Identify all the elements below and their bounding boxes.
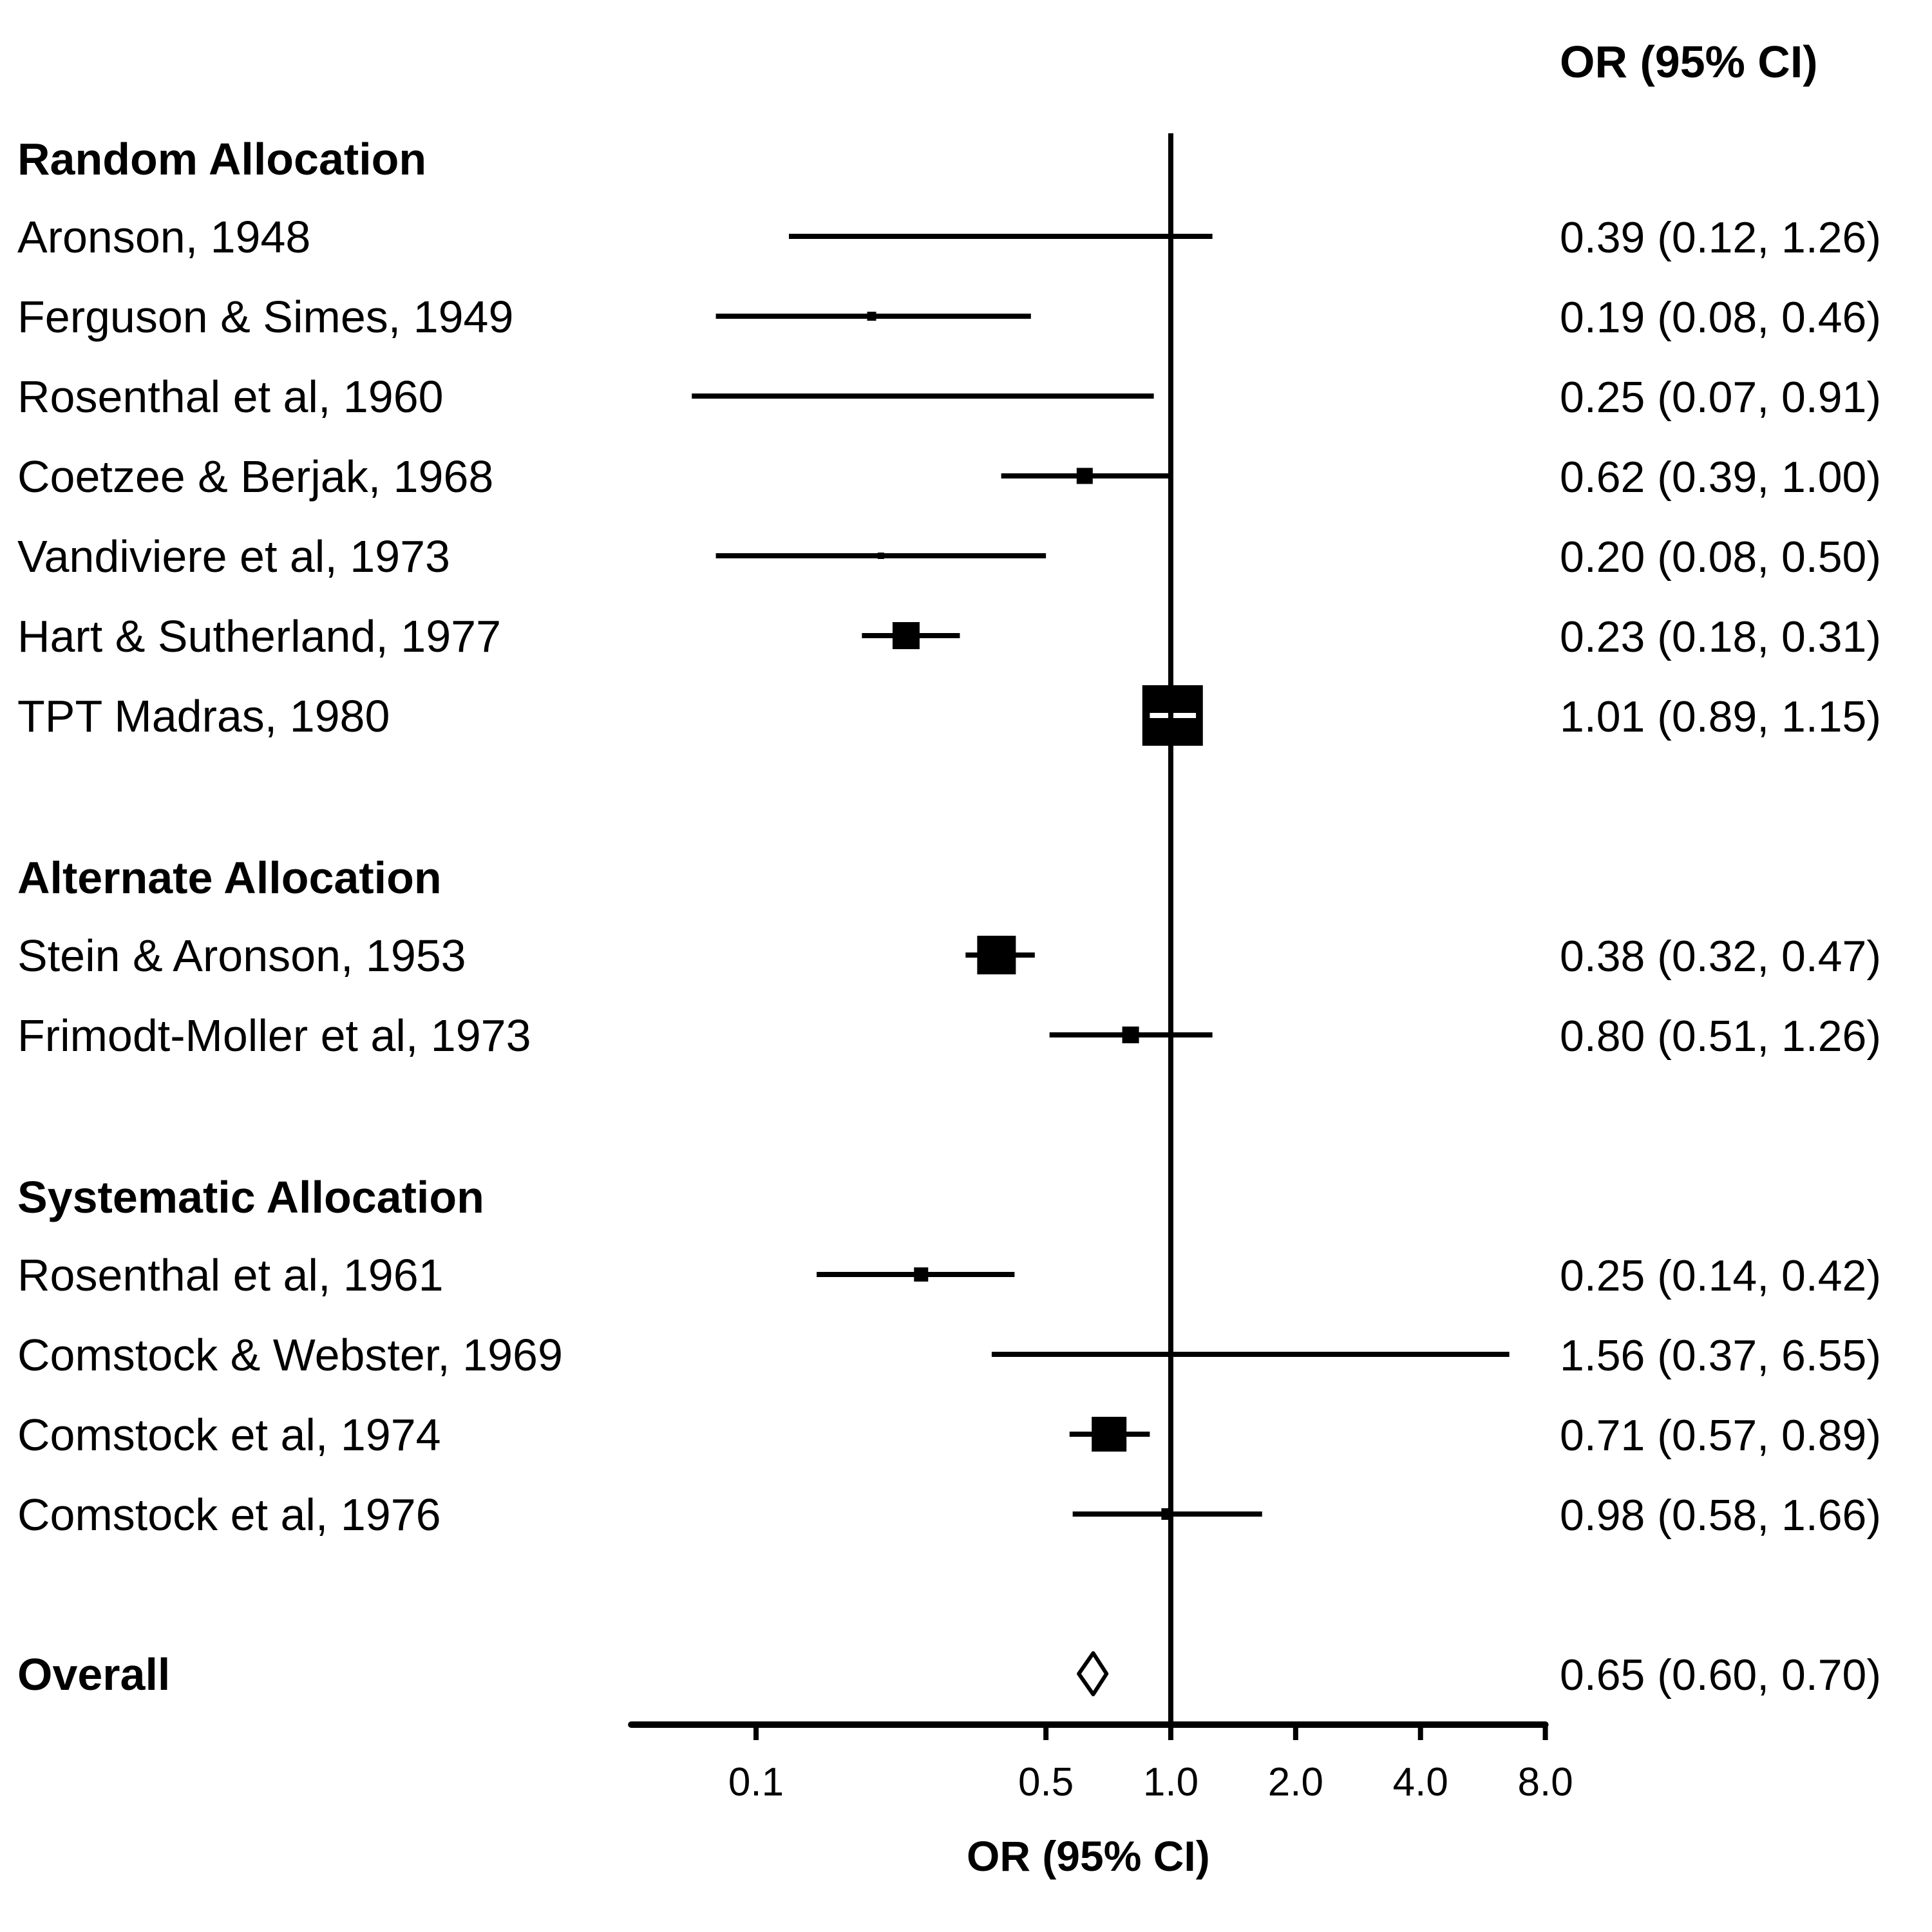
study-row: Rosenthal et al, 1961 0.25 (0.14, 0.42) [17,1250,1881,1300]
point-estimate-square [1076,468,1093,484]
point-estimate-square [914,1267,929,1282]
study-label: Rosenthal et al, 1961 [17,1250,444,1300]
study-row: Aronson, 1948 0.39 (0.12, 1.26) [17,212,1881,262]
header-row: Random Allocation [17,134,426,184]
study-row: Vandiviere et al, 1973 0.20 (0.08, 0.50) [17,531,1881,582]
study-row: TPT Madras, 1980 1.01 (0.89, 1.15) [17,685,1881,746]
study-label: Comstock & Webster, 1969 [17,1330,563,1380]
study-row: Hart & Sutherland, 1977 0.23 (0.18, 0.31) [17,611,1881,661]
study-label: Comstock et al, 1974 [17,1410,441,1460]
study-label: Frimodt-Moller et al, 1973 [17,1010,531,1061]
x-tick-label: 8.0 [1517,1760,1573,1804]
study-row: Comstock et al, 1976 0.98 (0.58, 1.66) [17,1490,1881,1540]
overall-label: Overall [17,1649,170,1700]
study-label: Hart & Sutherland, 1977 [17,611,501,661]
study-label: Ferguson & Simes, 1949 [17,292,513,342]
column-header: OR (95% CI) [1560,37,1818,87]
point-estimate-square [1122,1027,1139,1043]
study-label: Vandiviere et al, 1973 [17,531,450,582]
x-tick-label: 4.0 [1393,1760,1448,1804]
study-label: Stein & Aronson, 1953 [17,931,466,981]
x-axis-title: OR (95% CI) [967,1832,1210,1880]
or-ci-value: 0.80 (0.51, 1.26) [1560,1012,1881,1061]
x-tick-label: 0.5 [1018,1760,1074,1804]
overall-diamond [1077,1651,1109,1696]
study-row: Stein & Aronson, 1953 0.38 (0.32, 0.47) [17,931,1881,981]
point-estimate-square [999,234,1003,238]
or-ci-value: 1.56 (0.37, 6.55) [1560,1331,1881,1380]
x-tick-label: 0.1 [728,1760,784,1804]
or-ci-value: 1.01 (0.89, 1.15) [1560,692,1881,741]
or-ci-value: 0.19 (0.08, 0.46) [1560,293,1881,342]
study-label: Comstock et al, 1976 [17,1490,441,1540]
point-estimate-square [867,312,876,321]
or-ci-value: 0.20 (0.08, 0.50) [1560,533,1881,582]
study-label: TPT Madras, 1980 [17,691,390,741]
group-header: Systematic Allocation [17,1172,484,1222]
header-row: Systematic Allocation [17,1172,484,1222]
point-estimate-square [977,936,1016,974]
or-ci-value: 0.38 (0.32, 0.47) [1560,932,1881,981]
or-ci-value: 0.25 (0.07, 0.91) [1560,373,1881,422]
point-estimate-square [920,395,923,397]
study-row: Rosenthal et al, 1960 0.25 (0.07, 0.91) [17,372,1881,422]
point-estimate-square [877,553,884,559]
rows: Random Allocation Aronson, 1948 0.39 (0.12… [17,134,1881,1700]
study-row: Comstock & Webster, 1969 1.56 (0.37, 6.55… [17,1330,1881,1380]
overall-value: 0.65 (0.60, 0.70) [1560,1651,1881,1700]
group-header: Random Allocation [17,134,426,184]
study-label: Rosenthal et al, 1960 [17,372,444,422]
or-ci-value: 0.71 (0.57, 0.89) [1560,1411,1881,1460]
or-ci-value: 0.25 (0.14, 0.42) [1560,1251,1881,1300]
or-ci-value: 0.98 (0.58, 1.66) [1560,1491,1881,1540]
study-label: Aronson, 1948 [17,212,310,262]
header-row: Alternate Allocation [17,853,442,903]
or-ci-value: 0.39 (0.12, 1.26) [1560,213,1881,262]
study-row: Frimodt-Moller et al, 1973 0.80 (0.51, 1.… [17,1010,1881,1061]
study-row: Ferguson & Simes, 1949 0.19 (0.08, 0.46) [17,292,1881,342]
group-header: Alternate Allocation [17,853,442,903]
x-tick-label: 1.0 [1143,1760,1198,1804]
study-row: Comstock et al, 1974 0.71 (0.57, 0.89) [17,1410,1881,1460]
overall-row: Overall 0.65 (0.60, 0.70) [17,1649,1881,1700]
x-axis: 0.1 0.5 1.0 2.0 4.0 8.0 [628,1721,1573,1804]
x-tick-label: 2.0 [1268,1760,1323,1804]
or-ci-value: 0.23 (0.18, 0.31) [1560,612,1881,661]
point-estimate-square [892,622,920,649]
or-ci-value: 0.62 (0.39, 1.00) [1560,453,1881,502]
study-row: Coetzee & Berjak, 1968 0.62 (0.39, 1.00) [17,451,1881,502]
point-estimate-square [1092,1417,1127,1452]
study-label: Coetzee & Berjak, 1968 [17,451,493,502]
point-estimate-square [1249,1352,1253,1356]
